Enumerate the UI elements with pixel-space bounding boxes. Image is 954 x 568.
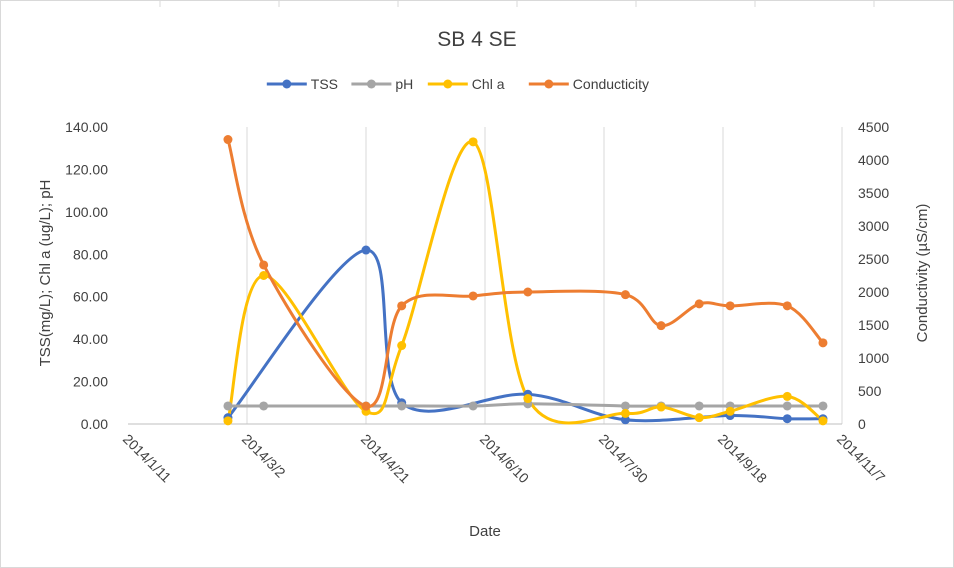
right-y-tick-label: 500	[858, 383, 882, 399]
left-y-tick-label: 20.00	[73, 374, 108, 390]
legend-label: Chl a	[472, 76, 505, 92]
legend: TSS pH Chl a Conducticity	[266, 76, 649, 92]
right-y-tick-label: 3500	[858, 185, 889, 201]
right-y-tick-label: 2000	[858, 284, 889, 300]
series-lines	[226, 138, 825, 425]
legend-item-chl-a: Chl a	[427, 76, 505, 92]
legend-label: pH	[395, 76, 413, 92]
data-point-conducticity	[782, 301, 792, 311]
series-line-chl-a	[226, 140, 825, 425]
chart-title: SB 4 SE	[437, 28, 516, 51]
data-point-conducticity	[397, 301, 407, 311]
data-point-conducticity	[259, 260, 269, 270]
data-point-chl-a	[397, 341, 407, 351]
data-point-tss	[361, 245, 371, 255]
legend-item-tss: TSS	[266, 76, 338, 92]
data-point-chl-a	[782, 391, 792, 401]
data-point-conducticity	[656, 321, 666, 331]
data-point-ph	[468, 401, 478, 411]
data-point-chl-a	[725, 406, 735, 416]
legend-item-conducticity: Conducticity	[528, 76, 649, 92]
right-y-axis-title: Conductivity (µS/cm)	[914, 204, 931, 343]
series-line-tss	[226, 248, 825, 423]
data-point-conducticity	[818, 338, 828, 348]
left-y-tick-label: 80.00	[73, 246, 108, 262]
data-point-conducticity	[523, 287, 533, 297]
right-y-tick-label: 4500	[858, 119, 889, 135]
legend-label: Conducticity	[573, 76, 649, 92]
data-point-ph	[818, 401, 828, 411]
right-y-tick-label: 2500	[858, 251, 889, 267]
data-point-conducticity	[620, 290, 630, 300]
data-point-conducticity	[223, 135, 233, 145]
x-tick-label: 2014/6/10	[477, 431, 533, 487]
legend-item-ph: pH	[351, 76, 413, 92]
x-tick-label: 2014/11/7	[834, 431, 889, 486]
x-tick-label: 2014/4/21	[358, 431, 414, 487]
left-y-axis-ticks: 0.00 20.00 40.00 60.00 80.00 100.00 120.00 140.…	[65, 119, 108, 432]
right-y-tick-label: 3000	[858, 218, 889, 234]
legend-label: TSS	[311, 76, 338, 92]
right-y-tick-label: 0	[858, 416, 866, 432]
data-point-chl-a	[620, 408, 630, 418]
right-y-tick-label: 1500	[858, 317, 889, 333]
left-y-axis-title: TSS(mg/L); Chl a (ug/L); pH	[37, 180, 54, 367]
legend-swatch-marker	[282, 79, 292, 89]
x-tick-label: 2014/9/18	[715, 431, 771, 487]
legend-swatch-marker	[366, 79, 376, 89]
x-tick-label: 2014/1/11	[120, 431, 175, 486]
right-y-tick-label: 1000	[858, 350, 889, 366]
data-point-ph	[259, 401, 269, 411]
left-y-tick-label: 100.00	[65, 204, 108, 220]
data-point-conducticity	[468, 291, 478, 301]
x-axis-ticks: 2014/1/11 2014/3/2 2014/4/21 2014/6/10 2014/…	[120, 431, 889, 487]
legend-swatch-marker	[443, 79, 453, 89]
data-point-conducticity	[694, 299, 704, 309]
x-axis-title: Date	[469, 523, 501, 540]
data-point-chl-a	[818, 416, 828, 426]
data-point-conducticity	[725, 301, 735, 311]
data-point-chl-a	[223, 416, 233, 426]
data-point-ph	[694, 401, 704, 411]
data-point-tss	[782, 414, 792, 424]
left-y-tick-label: 40.00	[73, 331, 108, 347]
left-y-tick-label: 140.00	[65, 119, 108, 135]
data-point-ph	[782, 401, 792, 411]
series-points	[223, 135, 828, 426]
data-point-chl-a	[656, 402, 666, 412]
data-point-ph	[223, 401, 233, 411]
data-point-chl-a	[523, 394, 533, 404]
right-y-axis-ticks: 0 500 1000 1500 2000 2500 3000 3500 4000 4500	[858, 119, 889, 432]
x-tick-label: 2014/7/30	[596, 431, 652, 487]
right-y-tick-label: 4000	[858, 152, 889, 168]
top-gridline-stubs	[159, 0, 875, 7]
series-line-conducticity	[226, 138, 825, 408]
data-point-tss	[620, 415, 630, 425]
left-y-tick-label: 0.00	[81, 416, 108, 432]
left-y-tick-label: 120.00	[65, 161, 108, 177]
data-point-ph	[397, 401, 407, 411]
data-point-chl-a	[694, 413, 704, 423]
data-point-chl-a	[468, 137, 478, 147]
legend-swatch-marker	[544, 79, 554, 89]
left-y-tick-label: 60.00	[73, 289, 108, 305]
data-point-conducticity	[361, 401, 371, 411]
x-tick-label: 2014/3/2	[239, 431, 289, 481]
data-point-ph	[620, 401, 630, 411]
data-point-chl-a	[259, 271, 269, 280]
